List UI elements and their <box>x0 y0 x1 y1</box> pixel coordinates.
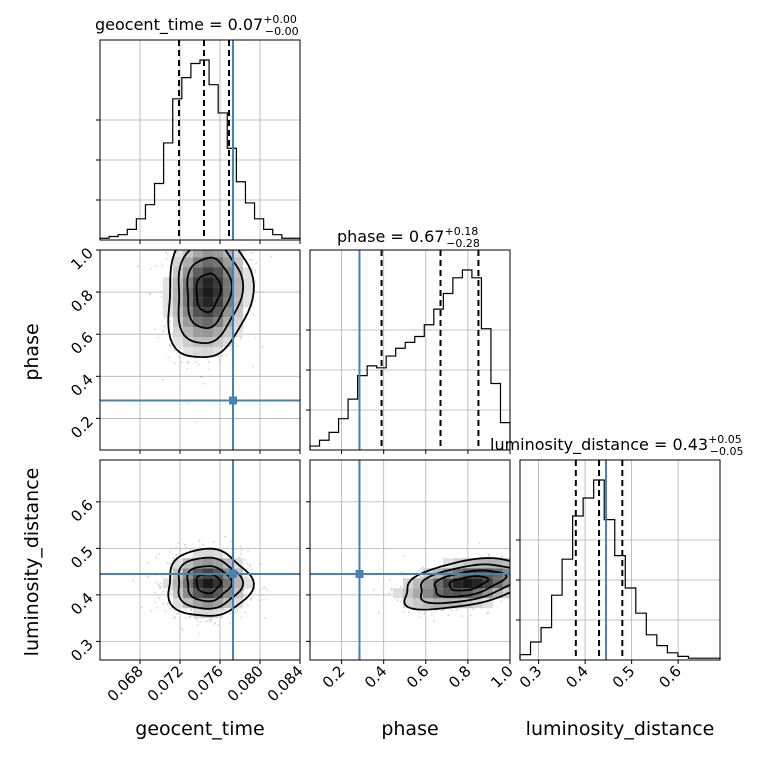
y-tick-label-luminosity_distance: 0.6 <box>67 496 97 526</box>
contour-line <box>433 569 508 598</box>
hist-phase-panel <box>306 249 511 454</box>
x-tick-label-phase: 1.0 <box>487 662 517 692</box>
xlabel-luminosity-distance: luminosity_distance <box>526 718 715 740</box>
grid <box>310 250 511 450</box>
panel-frame <box>99 39 301 241</box>
x-tick-label-luminosity_distance: 0.5 <box>609 662 639 692</box>
density-layer <box>131 535 269 635</box>
y-tick-label-phase: 0.2 <box>67 413 97 443</box>
x-tick-label-geocent_time: 0.068 <box>104 662 147 705</box>
x-tick-label-phase: 0.4 <box>361 662 391 692</box>
x-tick-label-phase: 0.2 <box>319 662 349 692</box>
density-layer <box>137 250 273 423</box>
panel-frame <box>99 459 301 661</box>
x-tick-label-luminosity_distance: 0.6 <box>655 662 685 692</box>
hist-geocent-time-panel <box>96 39 301 244</box>
scatter-luminosity-distance-vs-phase-panel: 0.2 0.4 0.6 0.8 1.0 <box>306 459 517 692</box>
x-tick-label-geocent_time: 0.084 <box>264 662 307 705</box>
hist-luminosity-distance-panel: 0.3 0.4 0.5 0.6 <box>516 459 721 692</box>
x-tick-label-phase: 0.6 <box>403 662 433 692</box>
histogram-phase <box>309 269 511 450</box>
y-tick-label-luminosity_distance: 0.5 <box>67 542 97 572</box>
y-tick-label-phase: 1.0 <box>67 244 97 274</box>
y-tick-label-phase: 0.8 <box>67 286 97 316</box>
histogram-geocent_time <box>99 59 301 240</box>
panel-frame <box>309 249 511 451</box>
y-tick-label-luminosity_distance: 0.4 <box>67 589 97 619</box>
x-tick-label-geocent_time: 0.076 <box>184 662 227 705</box>
ylabel-luminosity-distance: luminosity_distance <box>21 468 43 657</box>
panel-frame <box>519 459 721 661</box>
truth-marker <box>229 569 237 578</box>
contour-line <box>167 547 255 617</box>
y-tick-label-phase: 0.6 <box>67 328 97 358</box>
y-tick-label-phase: 0.4 <box>67 370 97 400</box>
x-tick-label-geocent_time: 0.080 <box>224 662 267 705</box>
x-tick-label-phase: 0.8 <box>445 662 475 692</box>
contour-line <box>420 563 510 605</box>
histogram-luminosity_distance <box>519 479 721 660</box>
panel-frame <box>99 249 301 451</box>
y-tick-label-luminosity_distance: 0.3 <box>67 635 97 665</box>
truth-marker <box>229 396 237 405</box>
x-tick-label-luminosity_distance: 0.4 <box>562 662 592 692</box>
contour-line <box>177 556 245 610</box>
contour-line <box>195 272 222 314</box>
grid <box>520 460 720 660</box>
contour-line <box>186 565 234 603</box>
x-tick-label-geocent_time: 0.072 <box>144 662 187 705</box>
xlabel-geocent-time: geocent_time <box>135 718 264 740</box>
x-tick-label-luminosity_distance: 0.3 <box>516 662 546 692</box>
title-phase: phase = 0.67+0.18 −0.28 <box>337 225 480 250</box>
truth-marker <box>355 569 364 578</box>
contour-line <box>167 250 255 359</box>
contour-line <box>177 250 245 345</box>
contour-line <box>403 557 510 611</box>
grid <box>100 40 301 240</box>
contour-line <box>186 256 234 329</box>
panel-frame <box>309 459 511 661</box>
ylabel-phase: phase <box>21 323 43 380</box>
contour-line <box>448 575 490 592</box>
contour-line <box>195 573 222 595</box>
xlabel-phase: phase <box>381 718 438 740</box>
title-luminosity-distance: luminosity_distance = 0.43+0.05 −0.05 <box>490 433 744 458</box>
scatter-phase-vs-geocent-time-panel: 0.2 0.4 0.6 0.8 1.0 <box>67 244 301 454</box>
title-geocent-time: geocent_time = 0.07+0.00 −0.00 <box>95 13 299 38</box>
density-layer <box>358 541 510 623</box>
